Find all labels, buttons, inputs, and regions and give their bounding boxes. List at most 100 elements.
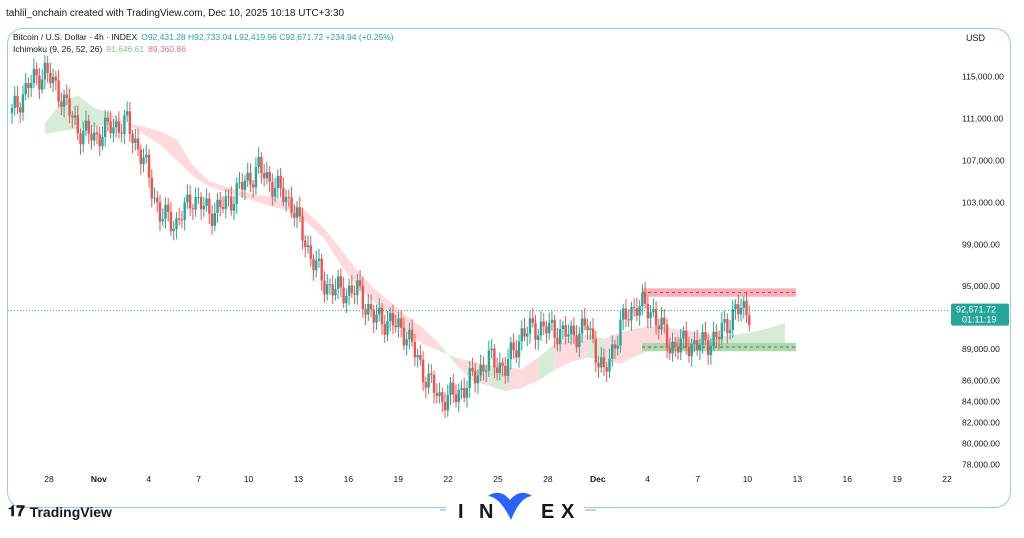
cloud-segment	[242, 191, 259, 203]
candle-body	[29, 83, 33, 89]
candle-body	[632, 307, 636, 309]
candle-body	[597, 362, 600, 368]
svg-text:Bitcoin / U.S. Dollar · 4h · I: Bitcoin / U.S. Dollar · 4h · INDEX O92,43…	[13, 32, 394, 42]
candle-body	[695, 340, 699, 350]
candle-body	[463, 388, 466, 398]
candle-body	[520, 328, 523, 342]
cloud-segment	[423, 328, 440, 352]
candle-body	[674, 341, 677, 347]
candle-body	[336, 276, 340, 289]
candle-body	[561, 325, 565, 330]
candle-body	[156, 197, 159, 203]
candle-body	[580, 318, 584, 334]
candle-body	[273, 188, 277, 197]
candle-body	[416, 355, 419, 358]
candle-body	[465, 388, 469, 398]
candle-body	[487, 350, 491, 371]
candle-body	[230, 196, 233, 211]
candle-body	[739, 308, 743, 315]
candle-body	[586, 325, 589, 331]
candle-body	[378, 307, 381, 315]
cloud-segment	[44, 102, 62, 135]
candle-body	[663, 317, 666, 325]
candle-body	[76, 115, 79, 134]
candle-body	[235, 183, 238, 204]
cloud-segment	[538, 343, 555, 381]
candle-body	[279, 175, 282, 188]
candle-body	[79, 133, 82, 145]
cloud-segment	[505, 366, 522, 392]
candle-body	[342, 287, 345, 304]
cloud-segment	[521, 357, 539, 388]
y-tick-label: 80,000.00	[962, 439, 1000, 449]
y-tick-label: 89,000.00	[962, 344, 1000, 354]
resistance-zone	[642, 288, 796, 297]
candle-body	[227, 196, 230, 198]
candle-body	[553, 319, 556, 338]
candle-body	[131, 133, 134, 143]
candle-body	[526, 333, 529, 337]
candle-body	[460, 388, 463, 390]
candle-body	[383, 324, 386, 335]
candle-body	[49, 72, 52, 84]
candle-body	[125, 111, 129, 116]
candle-body	[208, 198, 211, 214]
candle-body	[325, 284, 329, 295]
candle-body	[380, 307, 384, 325]
indicator-value-1: 91,646.61	[106, 44, 144, 54]
candle-body	[495, 367, 499, 374]
candle-body	[262, 173, 266, 179]
candle-body	[690, 343, 693, 357]
candle-body	[685, 330, 688, 347]
candle-body	[153, 197, 156, 199]
candle-body	[452, 382, 455, 395]
candle-body	[556, 337, 559, 345]
candle-body	[358, 280, 362, 286]
y-tick-label: 78,000.00	[962, 460, 1000, 470]
candle-body	[106, 117, 110, 122]
tradingview-wordmark: TradingView	[29, 503, 112, 520]
candle-body	[569, 325, 573, 335]
price-tag-box	[951, 303, 1009, 326]
x-tick-label: 28	[44, 474, 54, 484]
candle-body	[21, 94, 25, 113]
candle-body	[506, 359, 510, 376]
candle-body	[399, 318, 403, 328]
candle-body	[271, 181, 274, 197]
x-tick-label: Dec	[590, 474, 606, 484]
cloud-segment	[752, 328, 769, 348]
candle-body	[150, 177, 153, 199]
y-tick-label: 84,000.00	[962, 397, 1000, 407]
symbol-title: Bitcoin / U.S. Dollar · 4h · INDEX	[13, 32, 138, 42]
candle-body	[356, 280, 359, 295]
candle-body	[726, 319, 729, 334]
candle-body	[268, 171, 271, 182]
candle-body	[331, 284, 334, 296]
candle-body	[24, 83, 27, 95]
candle-body	[742, 300, 745, 309]
candle-body	[243, 180, 247, 190]
candle-body	[139, 149, 143, 165]
candle-body	[668, 348, 671, 354]
candle-body	[98, 134, 101, 147]
candle-body	[600, 357, 603, 368]
candle-body	[123, 115, 126, 134]
candle-body	[205, 198, 208, 206]
candle-body	[619, 319, 622, 346]
indicator-name: Ichimoku (9, 26, 52, 26)	[13, 44, 102, 54]
candle-body	[676, 346, 680, 353]
indicator-value-2: 89,360.86	[148, 44, 186, 54]
ichimoku-cloud	[44, 95, 785, 392]
candle-body	[350, 285, 354, 294]
candle-body	[188, 194, 192, 209]
x-tick-label: 28	[543, 474, 553, 484]
candle-body	[367, 304, 370, 315]
cloud-segment	[225, 186, 243, 198]
candle-body	[709, 345, 713, 355]
candle-body	[260, 157, 263, 174]
candle-body	[372, 309, 375, 323]
candle-body	[613, 344, 617, 349]
x-tick-label: 4	[146, 474, 151, 484]
ohlc-values: O92,431.28 H92,733.04 L92,419.96 C92,671…	[141, 32, 394, 42]
